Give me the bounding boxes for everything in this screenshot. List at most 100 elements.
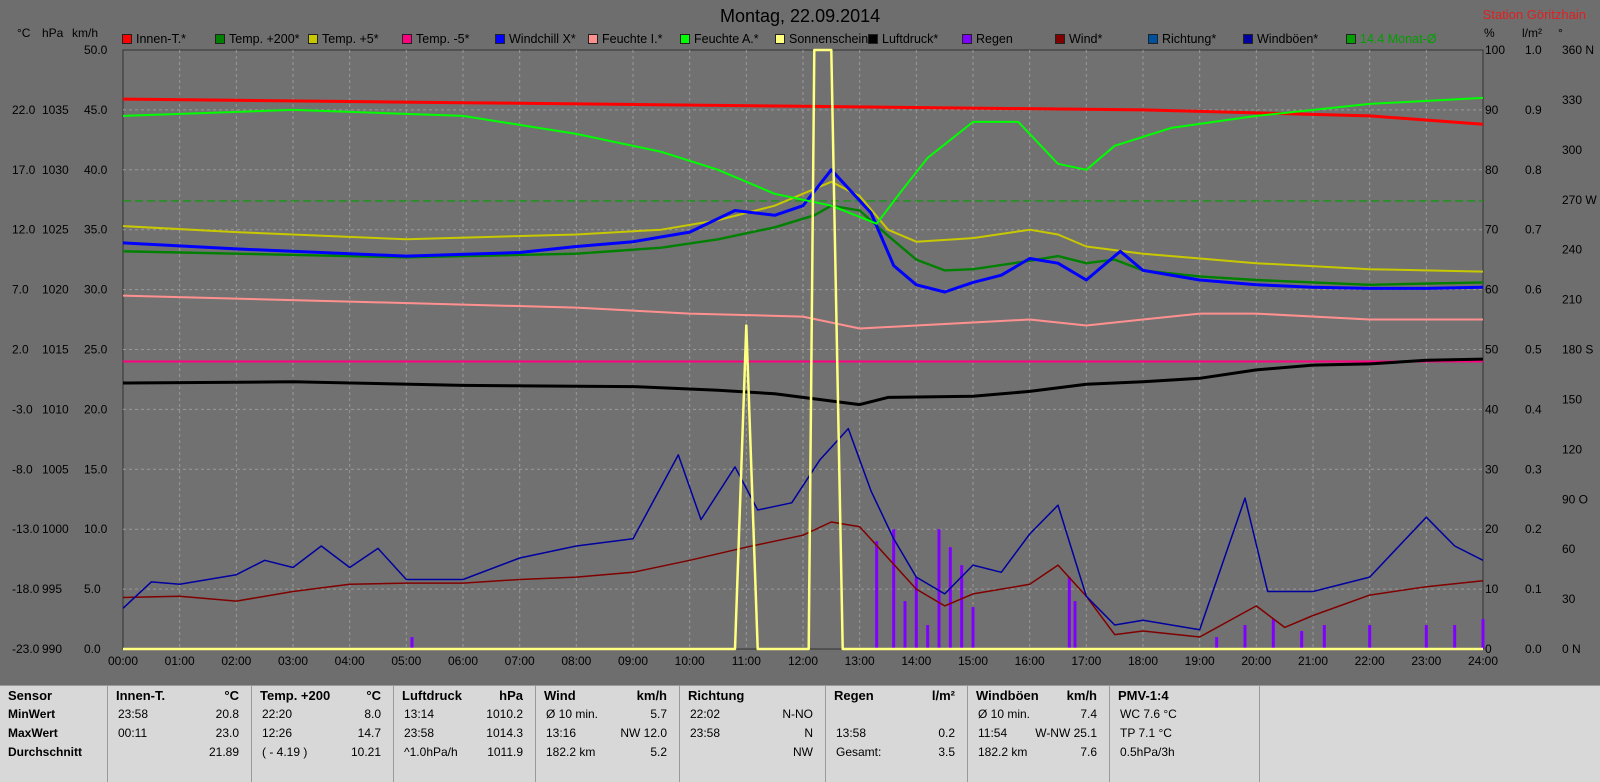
rain-tick: 0.7 bbox=[1525, 223, 1542, 237]
direction-tick: 240 bbox=[1562, 243, 1582, 257]
direction-tick: 210 bbox=[1562, 293, 1582, 307]
temp-tick: -18.0 bbox=[12, 582, 40, 596]
x-tick-label: 13:00 bbox=[845, 654, 875, 668]
rain-tick: 0.8 bbox=[1525, 163, 1542, 177]
x-tick-label: 12:00 bbox=[788, 654, 818, 668]
direction-tick: 360 N bbox=[1562, 43, 1594, 57]
legend-item: Windböen* bbox=[1243, 31, 1318, 47]
stats-label: 23:58 bbox=[118, 707, 149, 721]
pressure-tick: 1015 bbox=[42, 343, 69, 357]
humidity-tick: 80 bbox=[1485, 163, 1499, 177]
stats-label: 22:02 bbox=[690, 707, 721, 721]
direction-tick: 0 N bbox=[1562, 642, 1581, 656]
unit-humidity: % bbox=[1484, 26, 1495, 40]
legend-swatch bbox=[775, 34, 785, 44]
series-feuchte-a-line bbox=[122, 96, 1484, 225]
stats-column: Luftdruck hPa 13:14 1010.2 23:58 1014.3 ^1.0hP… bbox=[394, 686, 536, 782]
legend-swatch bbox=[1243, 34, 1253, 44]
stats-value: N-NO bbox=[782, 707, 813, 721]
stats-label: TP 7.1 °C bbox=[1120, 726, 1172, 740]
legend-label: Windchill X* bbox=[509, 32, 576, 46]
stats-value: W-NW 25.1 bbox=[1035, 726, 1097, 740]
speed-tick: 25.0 bbox=[84, 343, 108, 357]
temp-tick: 12.0 bbox=[12, 223, 36, 237]
x-tick-label: 18:00 bbox=[1128, 654, 1158, 668]
stats-unit: km/h bbox=[1066, 688, 1097, 703]
stats-header: Wind bbox=[544, 688, 576, 703]
stats-label: 11:54 bbox=[978, 726, 1008, 740]
stats-column: Richtung 22:02 N-NO 23:58 N NW bbox=[680, 686, 826, 782]
legend-label: Windböen* bbox=[1257, 32, 1319, 46]
stats-column: Temp. +200 °C 22:20 8.0 12:26 14.7 ( - 4.19 ) 1… bbox=[252, 686, 394, 782]
series-innen-t-line bbox=[122, 97, 1484, 126]
stats-header: Richtung bbox=[688, 688, 745, 703]
stats-label: ( - 4.19 ) bbox=[262, 745, 308, 759]
stats-value: NW bbox=[793, 745, 813, 759]
stats-header: PMV-1:4 bbox=[1118, 688, 1169, 703]
legend-item: Feuchte A.* bbox=[680, 31, 759, 47]
direction-tick: 90 O bbox=[1562, 492, 1588, 506]
stats-value: 0.2 bbox=[938, 726, 955, 740]
legend-label: Richtung* bbox=[1162, 32, 1217, 46]
series-temp-200-line bbox=[122, 204, 1484, 286]
rain-bar bbox=[410, 637, 414, 649]
stats-label: 182.2 km bbox=[546, 745, 596, 759]
legend-item: Temp. -5* bbox=[402, 31, 470, 47]
rain-tick: 0.9 bbox=[1525, 103, 1542, 117]
stats-value: 1011.9 bbox=[487, 745, 523, 759]
x-tick-label: 00:00 bbox=[108, 654, 138, 668]
pressure-tick: 1030 bbox=[42, 163, 69, 177]
stats-header: Regen bbox=[834, 688, 874, 703]
humidity-tick: 60 bbox=[1485, 283, 1499, 297]
legend-label: Luftdruck* bbox=[882, 32, 939, 46]
pressure-tick: 1025 bbox=[42, 223, 69, 237]
direction-tick: 300 bbox=[1562, 143, 1582, 157]
x-tick-label: 06:00 bbox=[448, 654, 478, 668]
series-windb-en-line bbox=[122, 427, 1484, 631]
legend-swatch bbox=[308, 34, 318, 44]
speed-tick: 35.0 bbox=[84, 223, 108, 237]
unit-direction: ° bbox=[1558, 26, 1563, 40]
stats-header: Temp. +200 bbox=[260, 688, 331, 703]
stats-value: NW 12.0 bbox=[620, 726, 667, 740]
stats-value: 7.4 bbox=[1080, 707, 1097, 721]
stats-column: Windböen km/h Ø 10 min. 7.4 11:54 W-NW 25.1 18… bbox=[968, 686, 1110, 782]
x-tick-label: 10:00 bbox=[675, 654, 705, 668]
pressure-tick: 1035 bbox=[42, 103, 69, 117]
stats-value: 23.0 bbox=[215, 726, 239, 740]
chart-plot: 22.0 17.0 12.0 7.0 2.0 -3.0 -8.0 -13.0 -18.0 -23.… bbox=[12, 43, 1597, 668]
legend-label: Temp. +5* bbox=[322, 32, 379, 46]
x-tick-label: 03:00 bbox=[278, 654, 308, 668]
stats-label: Gesamt: bbox=[836, 745, 882, 759]
legend-item: Wind* bbox=[1055, 31, 1102, 47]
stats-label: Ø 10 min. bbox=[546, 707, 599, 721]
rain-bar bbox=[1073, 601, 1077, 649]
legend-swatch bbox=[680, 34, 690, 44]
speed-tick: 45.0 bbox=[84, 103, 108, 117]
legend-label: Sonnenschein bbox=[789, 32, 869, 46]
direction-tick: 150 bbox=[1562, 392, 1582, 406]
stats-unit: l/m² bbox=[931, 688, 955, 703]
temp-tick: -3.0 bbox=[12, 402, 33, 416]
x-tick-label: 02:00 bbox=[221, 654, 251, 668]
direction-tick: 120 bbox=[1562, 442, 1582, 456]
rain-tick: 1.0 bbox=[1525, 43, 1542, 57]
rain-tick: 0.3 bbox=[1525, 462, 1542, 476]
temp-tick: 2.0 bbox=[12, 343, 29, 357]
x-tick-label: 09:00 bbox=[618, 654, 648, 668]
legend-item: Temp. +200* bbox=[215, 31, 300, 47]
x-tick-label: 23:00 bbox=[1411, 654, 1441, 668]
x-tick-label: 16:00 bbox=[1015, 654, 1045, 668]
legend-swatch bbox=[962, 34, 972, 44]
rain-tick: 0.1 bbox=[1525, 582, 1542, 596]
rain-tick: 0.2 bbox=[1525, 522, 1542, 536]
rain-bar bbox=[937, 529, 941, 649]
unit-rain: l/m² bbox=[1522, 26, 1542, 40]
stats-label: MaxWert bbox=[8, 726, 58, 740]
rain-tick: 0.4 bbox=[1525, 402, 1542, 416]
stats-value: 21.89 bbox=[208, 745, 239, 759]
rain-bar bbox=[914, 577, 918, 649]
legend-label: Temp. +200* bbox=[229, 32, 300, 46]
legend-swatch bbox=[1055, 34, 1065, 44]
stats-unit: hPa bbox=[499, 688, 523, 703]
